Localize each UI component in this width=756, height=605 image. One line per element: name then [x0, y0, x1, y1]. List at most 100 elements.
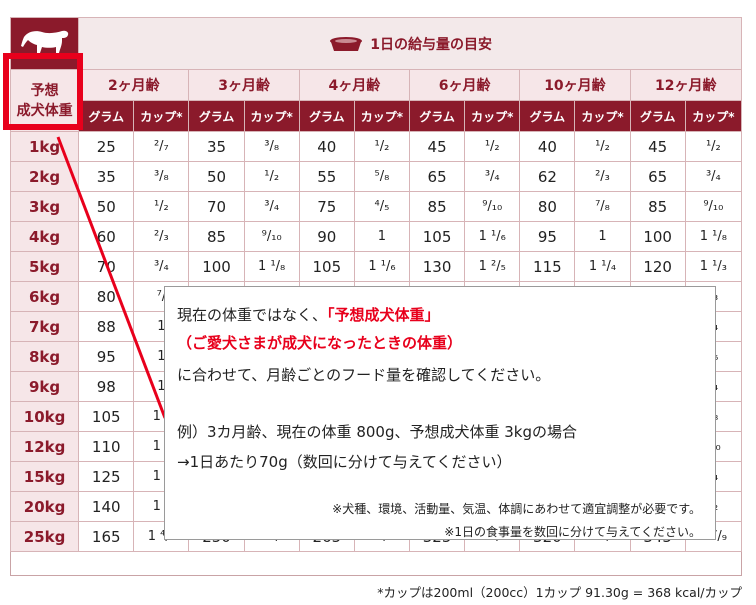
gram-cell: 105 [409, 221, 466, 252]
cup-cell: 1 ¹/₄ [574, 251, 631, 282]
gram-cell: 40 [519, 131, 576, 162]
weight-cell: 12kg [9, 431, 80, 462]
gram-cell: 100 [629, 221, 686, 252]
cup-header-5: カップ* [684, 100, 743, 132]
age-header-1: 3ヶ月齢 [188, 69, 300, 101]
weight-cell: 2kg [9, 161, 80, 192]
cup-cell: ⁵/₈ [353, 161, 411, 192]
weight-cell: 1kg [9, 131, 80, 162]
weight-cell: 5kg [9, 251, 80, 282]
cup-cell: ²/₃ [133, 221, 190, 252]
cup-cell: ³/₄ [243, 191, 300, 222]
cup-cell: ³/₄ [464, 161, 521, 192]
gram-cell: 50 [78, 191, 135, 222]
cup-cell: 1 [574, 221, 631, 252]
cup-header-3: カップ* [464, 100, 521, 132]
age-header-4: 10ヶ月齢 [519, 69, 631, 101]
weight-header-highlight-box [3, 53, 83, 130]
gram-cell: 95 [519, 221, 576, 252]
weight-cell: 10kg [9, 401, 80, 432]
callout-line1-prefix: 現在の体重ではなく、 [177, 306, 328, 324]
gram-cell: 85 [629, 191, 686, 222]
gram-cell: 105 [298, 251, 355, 282]
gram-cell: 35 [78, 161, 135, 192]
daily-amount-title-cell: 1日の給与量の目安 [78, 17, 742, 70]
gram-cell: 130 [409, 251, 466, 282]
gram-cell: 35 [188, 131, 245, 162]
table-row: 5kg 70 ³/₄ 100 1 ¹/₈ 105 1 ¹/₆ 130 1 ²/₅ 115 1 ¹/₄… [9, 251, 743, 282]
cup-cell: ⁹/₁₀ [464, 191, 521, 222]
gram-cell: 45 [409, 131, 466, 162]
age-header-0: 2ヶ月齢 [78, 69, 190, 101]
dog-logo-cell [9, 17, 80, 70]
cup-cell: ¹/₂ [684, 131, 743, 162]
gram-cell: 65 [629, 161, 686, 192]
gram-header-1: グラム [188, 100, 245, 132]
callout-line1-highlight: 「予想成犬体重」 [327, 306, 440, 324]
weight-cell: 25kg [9, 521, 80, 552]
gram-cell: 80 [78, 281, 135, 312]
age-header-5: 12ヶ月齢 [629, 69, 743, 101]
weight-header-line1: 予想 [30, 82, 59, 99]
callout-note2: ※1日の食事量を数回に分けて与えてください。 [444, 525, 701, 539]
cup-cell: 1 ¹/₈ [684, 221, 743, 252]
cup-cell: 1 ¹/₆ [353, 251, 411, 282]
explanation-callout: 現在の体重ではなく、「予想成犬体重」 （ご愛犬さまが成犬になったときの体重） に… [164, 286, 716, 540]
age-header-2: 4ヶ月齢 [298, 69, 411, 101]
gram-cell: 70 [78, 251, 135, 282]
gram-cell: 120 [629, 251, 686, 282]
cup-cell: 1 ¹/₃ [684, 251, 743, 282]
callout-note1: ※犬種、環境、活動量、気温、体調にあわせて適宜調整が必要です。 [332, 502, 701, 516]
gram-cell: 98 [78, 371, 135, 402]
gram-cell: 25 [78, 131, 135, 162]
cup-cell: ³/₄ [684, 161, 743, 192]
gram-cell: 45 [629, 131, 686, 162]
cup-cell: ¹/₂ [353, 131, 411, 162]
callout-example-line: 例）3カ月齢、現在の体重 800g、予想成犬体重 3kgの場合 [177, 423, 577, 441]
weight-cell: 6kg [9, 281, 80, 312]
weight-cell: 9kg [9, 371, 80, 402]
weight-cell: 20kg [9, 491, 80, 522]
dog-silhouette-icon [20, 30, 68, 53]
cup-cell: 1 ¹/₆ [464, 221, 521, 252]
gram-cell: 90 [298, 221, 355, 252]
gram-header-3: グラム [409, 100, 466, 132]
gram-cell: 165 [78, 521, 135, 552]
gram-cell: 50 [188, 161, 245, 192]
gram-cell: 115 [519, 251, 576, 282]
callout-line3: に合わせて、月齢ごとのフード量を確認してください。 [177, 366, 551, 384]
weight-cell: 15kg [9, 461, 80, 492]
cup-cell: ¹/₂ [464, 131, 521, 162]
table-row: 1kg 25 ²/₇ 35 ³/₈ 40 ¹/₂ 45 ¹/₂ 40 ¹/₂ 45 ¹/₂ [9, 131, 743, 162]
gram-header-5: グラム [629, 100, 686, 132]
cup-cell: 1 ¹/₈ [243, 251, 300, 282]
weight-cell: 7kg [9, 311, 80, 342]
table-row: 3kg 50 ¹/₂ 70 ³/₄ 75 ⁴/₅ 85 ⁹/₁₀ 80 ⁷/₈ 85 ⁹/₁₀ [9, 191, 743, 222]
cup-cell: 1 ²/₅ [464, 251, 521, 282]
cup-cell: ⁴/₅ [353, 191, 411, 222]
gram-cell: 125 [78, 461, 135, 492]
cup-cell: 1 [353, 221, 411, 252]
gram-header-0: グラム [78, 100, 135, 132]
gram-cell: 140 [78, 491, 135, 522]
weight-cell: 4kg [9, 221, 80, 252]
cup-cell: ¹/₂ [574, 131, 631, 162]
gram-cell: 95 [78, 341, 135, 372]
food-bowl-icon [330, 37, 363, 51]
weight-header-line2: 成犬体重 [16, 102, 73, 119]
gram-cell: 75 [298, 191, 355, 222]
gram-cell: 100 [188, 251, 245, 282]
cup-cell: ³/₈ [243, 131, 300, 162]
callout-example-result: →1日あたり70g（数回に分けて与えてください） [177, 453, 512, 471]
cup-cell: ²/₃ [574, 161, 631, 192]
gram-cell: 80 [519, 191, 576, 222]
gram-cell: 40 [298, 131, 355, 162]
cup-cell: ³/₄ [133, 251, 190, 282]
daily-amount-title: 1日の給与量の目安 [370, 36, 492, 53]
age-header-3: 6ヶ月齢 [409, 69, 521, 101]
cup-footnote: *カップは200ml（200cc）1カップ 91.30g = 368 kcal/… [377, 585, 742, 600]
gram-cell: 88 [78, 311, 135, 342]
gram-cell: 55 [298, 161, 355, 192]
cup-cell: ⁹/₁₀ [684, 191, 743, 222]
cup-cell: ¹/₂ [133, 191, 190, 222]
